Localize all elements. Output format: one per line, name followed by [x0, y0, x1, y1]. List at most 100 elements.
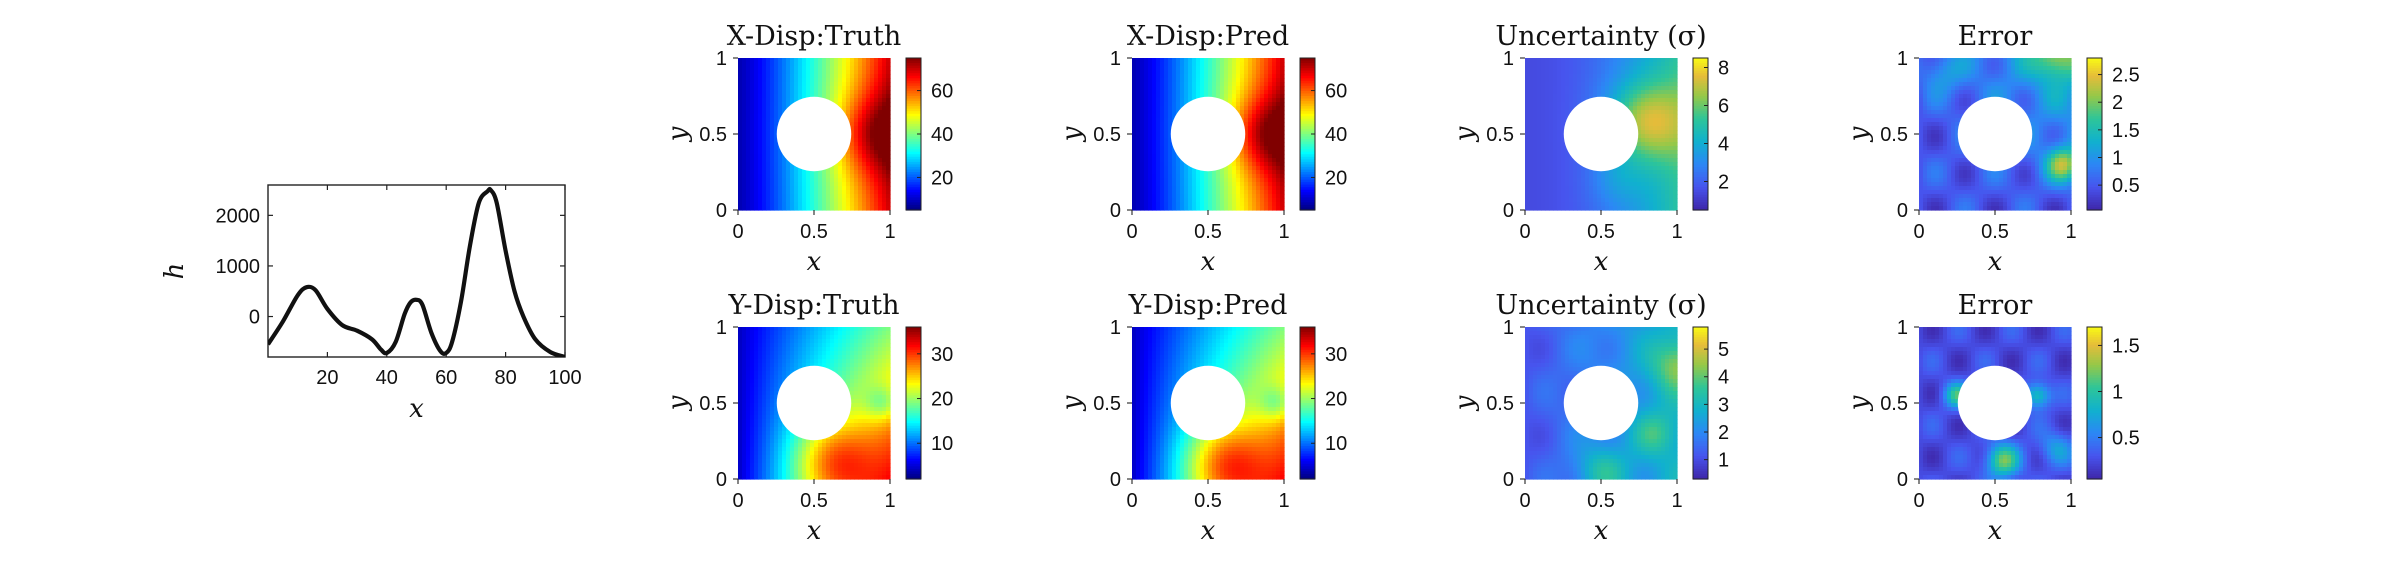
- y-tick-label: 0.5: [1880, 393, 1908, 415]
- colorbar-tick-label: 30: [931, 344, 953, 366]
- colorbar-frame: [2086, 57, 2103, 211]
- panel-title: X-Disp:Truth: [727, 21, 901, 52]
- colorbar-frame: [1692, 326, 1709, 480]
- x-tick-label: 80: [494, 367, 516, 389]
- xdisp-error-panel: Error 00 0.5 0.5 1 1 x y 0.5 1 1.5 2 2.5: [1844, 21, 2140, 277]
- colorbar-frame: [905, 326, 922, 480]
- colorbar-tick-label: 1: [1718, 450, 1729, 472]
- x-axis-label: x: [1988, 247, 2003, 277]
- panel-title: Uncertainty (σ): [1495, 21, 1706, 52]
- y-axis-label: h: [160, 263, 190, 280]
- colorbar-tick-label: 8: [1718, 58, 1729, 80]
- x-axis-label: x: [1988, 516, 2003, 546]
- y-tick-label: 0.5: [1093, 393, 1121, 415]
- y-tick-label: 0: [1110, 469, 1121, 491]
- x-tick-label: 0: [1913, 221, 1924, 243]
- x-tick-label: 1: [1278, 221, 1289, 243]
- x-axis-label: x: [1594, 516, 1609, 546]
- ydisp-truth-panel: Y-Disp:Truth 00 0.5 0.5 1 1 x y 10 20 30: [663, 290, 953, 546]
- colorbar-tick-label: 3: [1718, 394, 1729, 416]
- xdisp-pred-panel: X-Disp:Pred 00 0.5 0.5 1 1 x y 20 40 60: [1057, 21, 1347, 277]
- y-tick-label: 1: [1897, 48, 1908, 70]
- x-tick-label: 1: [2065, 490, 2076, 512]
- colorbar-tick-label: 1: [2112, 381, 2123, 403]
- panel-title: X-Disp:Pred: [1127, 21, 1289, 52]
- x-tick-label: 0: [1913, 490, 1924, 512]
- colorbar-tick-label: 0.5: [2112, 428, 2140, 450]
- x-axis-label: x: [807, 516, 822, 546]
- x-tick-label: 0.5: [1981, 221, 2009, 243]
- y-axis-label: y: [1450, 395, 1480, 411]
- colorbar-tick-label: 1.5: [2112, 120, 2140, 142]
- y-tick-label: 1: [1897, 317, 1908, 339]
- x-axis-label: x: [1201, 516, 1216, 546]
- y-tick-label: 0: [1110, 200, 1121, 222]
- colorbar-tick-label: 60: [1325, 81, 1347, 103]
- y-tick-label: 0: [249, 307, 260, 329]
- colorbar-tick-label: 2.5: [2112, 65, 2140, 87]
- panel-title: Y-Disp:Pred: [1128, 290, 1288, 321]
- colorbar: 10 20 30: [1299, 326, 1347, 480]
- colorbar: 20 40 60: [1299, 57, 1347, 211]
- x-tick-label: 40: [376, 367, 398, 389]
- colorbar: 20 40 60: [905, 57, 953, 211]
- x-tick-label: 1: [1671, 490, 1682, 512]
- x-tick-label: 1: [2065, 221, 2076, 243]
- colorbar-tick-label: 20: [1325, 389, 1347, 411]
- y-tick-label: 0: [716, 469, 727, 491]
- x-tick-label: 0: [1519, 221, 1530, 243]
- colorbar-tick-label: 2: [1718, 422, 1729, 444]
- x-tick-label: 0: [732, 490, 743, 512]
- panel-title: Error: [1958, 21, 2033, 52]
- hole: [1957, 365, 2033, 441]
- x-tick-label: 1: [1278, 490, 1289, 512]
- y-tick-label: 0.5: [1880, 124, 1908, 146]
- colorbar: 10 20 30: [905, 326, 953, 480]
- x-tick-label: 1: [884, 490, 895, 512]
- colorbar-tick-label: 0.5: [2112, 175, 2140, 197]
- panel-title: Error: [1958, 290, 2033, 321]
- hole: [1170, 365, 1246, 441]
- colorbar-tick-label: 20: [931, 167, 953, 189]
- colorbar-tick-label: 10: [931, 433, 953, 455]
- x-tick-label: 0.5: [1194, 221, 1222, 243]
- y-tick-label: 0.5: [1486, 124, 1514, 146]
- colorbar-tick-label: 60: [931, 81, 953, 103]
- x-tick-label: 0: [1519, 490, 1530, 512]
- colorbar-tick-label: 40: [1325, 124, 1347, 146]
- y-axis-label: y: [1844, 395, 1874, 411]
- hole: [1957, 96, 2033, 172]
- x-tick-label: 0.5: [1587, 221, 1615, 243]
- x-axis-label: x: [409, 394, 424, 424]
- y-tick-label: 0.5: [1093, 124, 1121, 146]
- colorbar-tick-label: 30: [1325, 344, 1347, 366]
- x-tick-label: 60: [435, 367, 457, 389]
- colorbar-tick-label: 2: [2112, 92, 2123, 114]
- x-tick-label: 100: [548, 367, 581, 389]
- y-tick-label: 1: [1110, 48, 1121, 70]
- y-tick-label: 0.5: [699, 124, 727, 146]
- colorbar-tick-label: 40: [931, 124, 953, 146]
- plot-frame: [267, 184, 566, 358]
- colorbar-tick-label: 5: [1718, 339, 1729, 361]
- series-line-h: [268, 186, 565, 357]
- y-axis-label: y: [1450, 126, 1480, 142]
- colorbar-tick-label: 2: [1718, 172, 1729, 194]
- xdisp-truth-panel: X-Disp:Truth 00 0.5 0.5 1 1 x y 20 40 60: [663, 21, 953, 277]
- colorbar-tick-label: 10: [1325, 433, 1347, 455]
- colorbar: 1 2 3 4 5: [1692, 326, 1729, 480]
- x-tick-label: 0: [732, 221, 743, 243]
- y-tick-label: 0: [1503, 469, 1514, 491]
- hole: [776, 96, 852, 172]
- x-axis-label: x: [1201, 247, 1216, 277]
- x-tick-label: 0.5: [1981, 490, 2009, 512]
- y-tick-label: 1000: [216, 256, 261, 278]
- y-tick-label: 1: [1110, 317, 1121, 339]
- y-tick-label: 0: [716, 200, 727, 222]
- y-tick-label: 1: [716, 48, 727, 70]
- y-tick-label: 0: [1503, 200, 1514, 222]
- y-tick-label: 1: [716, 317, 727, 339]
- colorbar: 2 4 6 8: [1692, 57, 1729, 211]
